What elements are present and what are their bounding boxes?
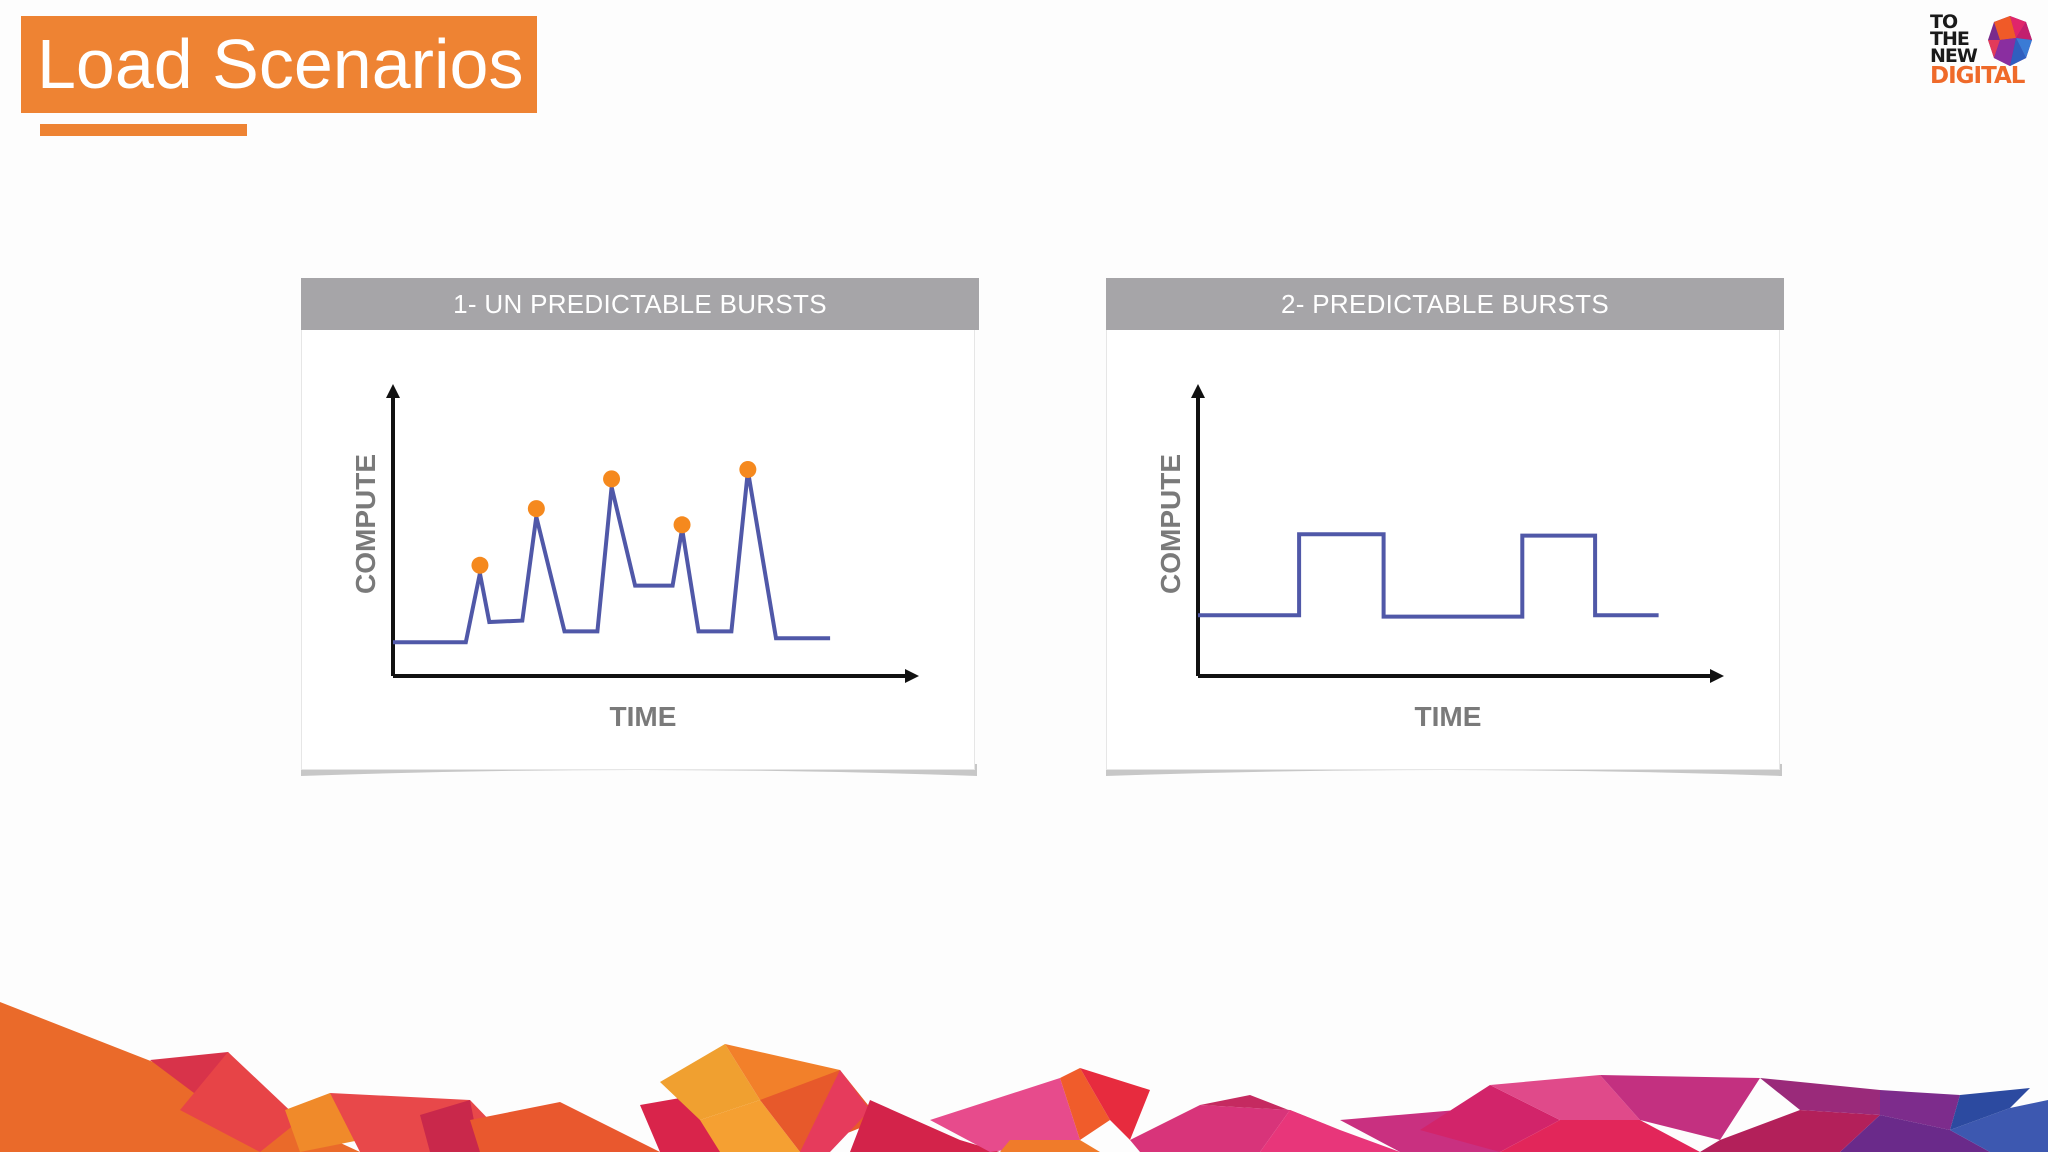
y-axis-label: COMPUTE (1155, 454, 1186, 594)
series-line (1198, 532, 1659, 619)
logo-text-line3: NEW (1930, 45, 1978, 67)
chart-card-unpredictable: 1- UN PREDICTABLE BURSTS TIME COMPUTE (301, 278, 979, 782)
x-axis-label: TIME (610, 701, 677, 732)
x-axis-arrow (905, 669, 919, 683)
peak-marker (673, 516, 691, 534)
chart-panel (1106, 330, 1780, 770)
logo-orb-icon (1988, 16, 2032, 66)
peak-marker (739, 460, 757, 478)
chart-card-predictable: 2- PREDICTABLE BURSTS TIME COMPUTE (1106, 278, 1784, 782)
company-logo: TO THE NEW DIGITAL (1930, 11, 2032, 92)
decorative-landscape (0, 1002, 2048, 1152)
y-axis-label: COMPUTE (350, 454, 381, 594)
logo-text-line1: TO (1930, 11, 1958, 33)
peak-marker (603, 470, 621, 488)
x-axis-arrow (1710, 669, 1724, 683)
chart-title: 1- UN PREDICTABLE BURSTS (301, 278, 979, 330)
chart-area-predictable: TIME COMPUTE (1155, 384, 1724, 732)
chart-panel (301, 330, 975, 770)
logo-text-line4: DIGITAL (1930, 63, 2025, 89)
title-underline (40, 124, 247, 136)
logo-text-line2: THE (1930, 28, 1970, 50)
peak-marker (471, 556, 489, 574)
y-axis-arrow (1191, 384, 1205, 398)
peak-marker (527, 500, 545, 518)
y-axis-arrow (386, 384, 400, 398)
chart-title: 2- PREDICTABLE BURSTS (1106, 278, 1784, 330)
chart-area-unpredictable: TIME COMPUTE (350, 384, 919, 732)
series-line (393, 470, 831, 645)
x-axis-label: TIME (1415, 701, 1482, 732)
slide-title: Load Scenarios (21, 16, 537, 113)
